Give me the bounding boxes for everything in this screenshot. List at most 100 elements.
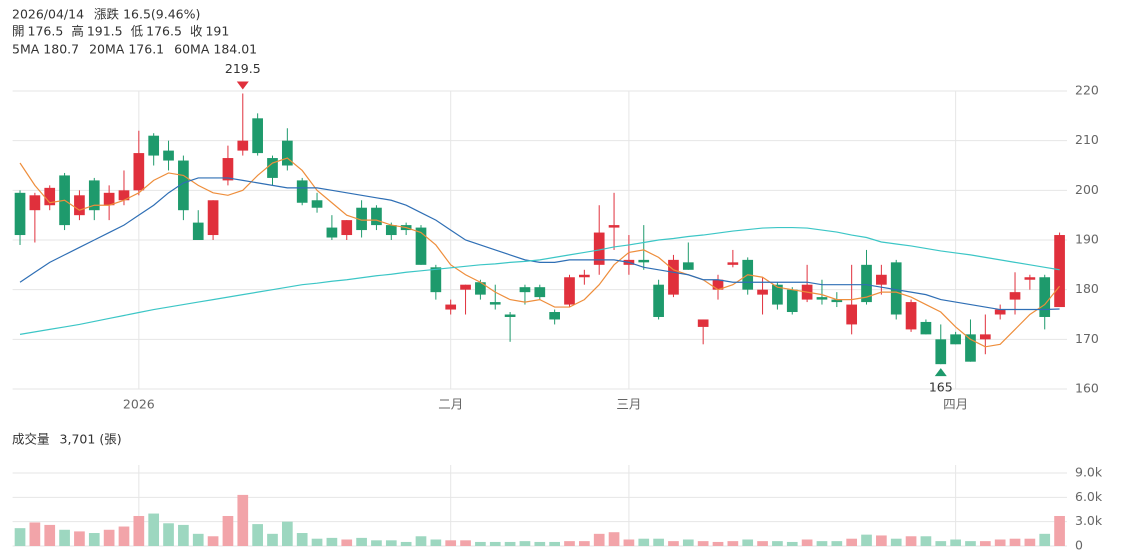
candle-body xyxy=(460,284,471,290)
candle-body xyxy=(1009,292,1021,300)
candle-body xyxy=(311,200,323,208)
x-tick-label: 四月 xyxy=(943,397,968,412)
volume-bar xyxy=(504,541,516,546)
candle-body xyxy=(489,302,501,305)
legend-name: 20MA xyxy=(89,42,125,57)
field-value: 191 xyxy=(205,24,229,39)
volume-bar xyxy=(905,536,917,546)
volume-bar xyxy=(430,539,442,546)
volume-bar xyxy=(653,538,664,546)
volume-bar xyxy=(148,513,160,546)
volume-bar xyxy=(564,541,575,546)
candle-body xyxy=(653,284,664,317)
candle-body xyxy=(772,284,783,305)
y-tick-label: 200 xyxy=(1075,182,1099,197)
volume-bar xyxy=(29,522,41,546)
volume-bar xyxy=(267,533,278,546)
y-tick-label: 3.0k xyxy=(1075,513,1103,528)
legend-value: 184.01 xyxy=(213,42,257,57)
candle-body xyxy=(445,304,457,310)
volume-bar xyxy=(415,536,427,546)
y-tick-label: 170 xyxy=(1075,331,1099,346)
volume-bar xyxy=(118,526,130,546)
candle-body xyxy=(935,339,947,365)
volume-bar xyxy=(460,540,471,546)
high-mark-label: 219.5 xyxy=(225,61,261,76)
candle-body xyxy=(549,312,560,320)
candle-body xyxy=(44,187,56,206)
volume-bar xyxy=(757,541,768,546)
volume-unit: (張) xyxy=(99,432,121,447)
candle-body xyxy=(876,274,887,285)
volume-bar xyxy=(950,539,961,546)
volume-bar xyxy=(1024,538,1036,546)
candle-body xyxy=(831,299,843,303)
candle-body xyxy=(192,222,204,240)
y-tick-label: 180 xyxy=(1075,281,1099,296)
volume-bar xyxy=(222,515,234,546)
candle-body xyxy=(965,334,976,362)
candle-body xyxy=(564,277,575,305)
volume-bar xyxy=(668,541,679,546)
candle-body xyxy=(757,289,768,295)
volume-bar xyxy=(623,539,635,546)
volume-bar xyxy=(400,541,412,546)
volume-bar xyxy=(133,515,145,546)
change-label: 漲跌 xyxy=(94,7,120,22)
candle-body xyxy=(519,287,531,293)
volume-bar xyxy=(801,539,813,546)
candle-body xyxy=(475,282,486,295)
candle-body xyxy=(178,160,189,211)
volume-bar xyxy=(74,531,85,546)
volume-bar xyxy=(163,523,174,546)
field-label: 低 xyxy=(131,24,144,39)
candle-body xyxy=(103,192,115,206)
volume-bar xyxy=(341,539,353,546)
candle-body xyxy=(608,225,620,228)
candle-body xyxy=(415,227,427,265)
x-tick-label: 二月 xyxy=(438,397,463,412)
y-tick-label: 9.0k xyxy=(1075,465,1103,480)
candle-body xyxy=(579,274,590,278)
volume-bar xyxy=(534,541,546,546)
volume-bar xyxy=(979,541,991,546)
candle-body xyxy=(163,150,174,161)
y-tick-label: 190 xyxy=(1075,232,1099,247)
volume-bar xyxy=(252,524,263,546)
low-mark-arrow xyxy=(934,368,947,377)
volume-bar xyxy=(593,533,605,546)
volume-bar xyxy=(727,541,739,546)
candle-body xyxy=(356,207,367,231)
volume-bar xyxy=(489,541,501,546)
volume-bar xyxy=(890,538,902,546)
candle-body xyxy=(668,259,679,295)
legend-value: 180.7 xyxy=(43,42,79,57)
volume-bar xyxy=(237,494,249,546)
moving-average xyxy=(19,157,1061,348)
field-label: 高 xyxy=(71,24,84,39)
legend-value: 176.1 xyxy=(128,42,164,57)
volume-bar xyxy=(742,539,754,546)
legend-name: 60MA xyxy=(174,42,210,57)
candle-body xyxy=(697,319,709,327)
candle-body xyxy=(252,118,263,154)
candle-body xyxy=(133,153,145,191)
candle-body xyxy=(816,297,828,300)
date: 2026/04/14 xyxy=(12,7,84,22)
candle-body xyxy=(371,207,382,226)
volume-bar xyxy=(608,532,620,546)
high-mark-arrow xyxy=(236,81,249,90)
volume-bar xyxy=(920,536,932,546)
volume-bar xyxy=(103,529,115,546)
x-tick-label: 2026 xyxy=(123,397,155,412)
field-value: 191.5 xyxy=(87,24,123,39)
volume-bar xyxy=(861,534,872,546)
candle-body xyxy=(534,287,546,298)
volume-bar xyxy=(519,541,531,546)
volume-bar xyxy=(296,533,308,546)
volume-last: 3,701 xyxy=(60,432,96,447)
candle-body xyxy=(1054,235,1065,308)
candle-body xyxy=(14,192,26,236)
moving-average xyxy=(19,177,1060,311)
y-tick-label: 210 xyxy=(1075,132,1099,147)
